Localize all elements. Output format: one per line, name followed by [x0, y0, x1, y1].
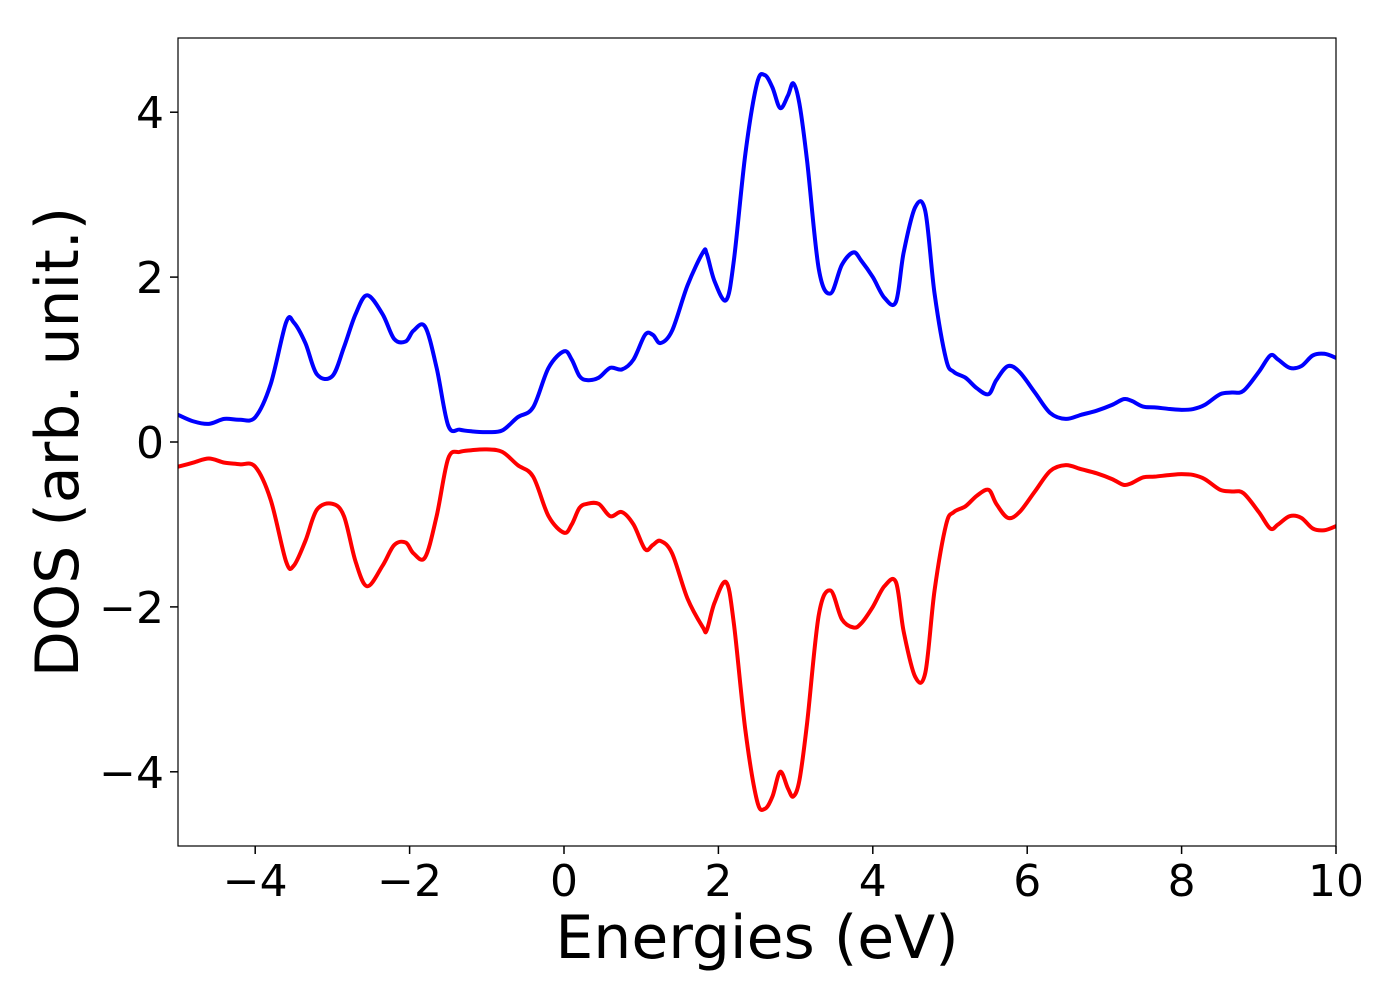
y-axis: −4 −2 0 2 4: [99, 88, 178, 799]
x-tick-label: 10: [1308, 856, 1364, 907]
y-tick-label: 4: [136, 88, 164, 139]
x-tick-label: −4: [223, 856, 288, 907]
x-tick-label: 2: [704, 856, 732, 907]
series-line-2: [178, 447, 1336, 813]
y-tick-label: 0: [136, 418, 164, 469]
y-tick-label: −2: [99, 583, 164, 634]
y-tick-label: 2: [136, 253, 164, 304]
x-tick-label: 4: [859, 856, 887, 907]
x-axis: −4 −2 0 2 4 6 8 10: [223, 846, 1364, 907]
series-layer: [178, 71, 1336, 813]
x-tick-label: 6: [1013, 856, 1041, 907]
x-tick-label: −2: [377, 856, 442, 907]
y-axis-title: DOS (arb. unit.): [23, 207, 93, 677]
series-line-1: [178, 71, 1336, 435]
x-tick-label: 0: [550, 856, 578, 907]
x-tick-label: 8: [1168, 856, 1196, 907]
y-tick-label: −4: [99, 748, 164, 799]
x-axis-title: Energies (eV): [555, 903, 958, 973]
